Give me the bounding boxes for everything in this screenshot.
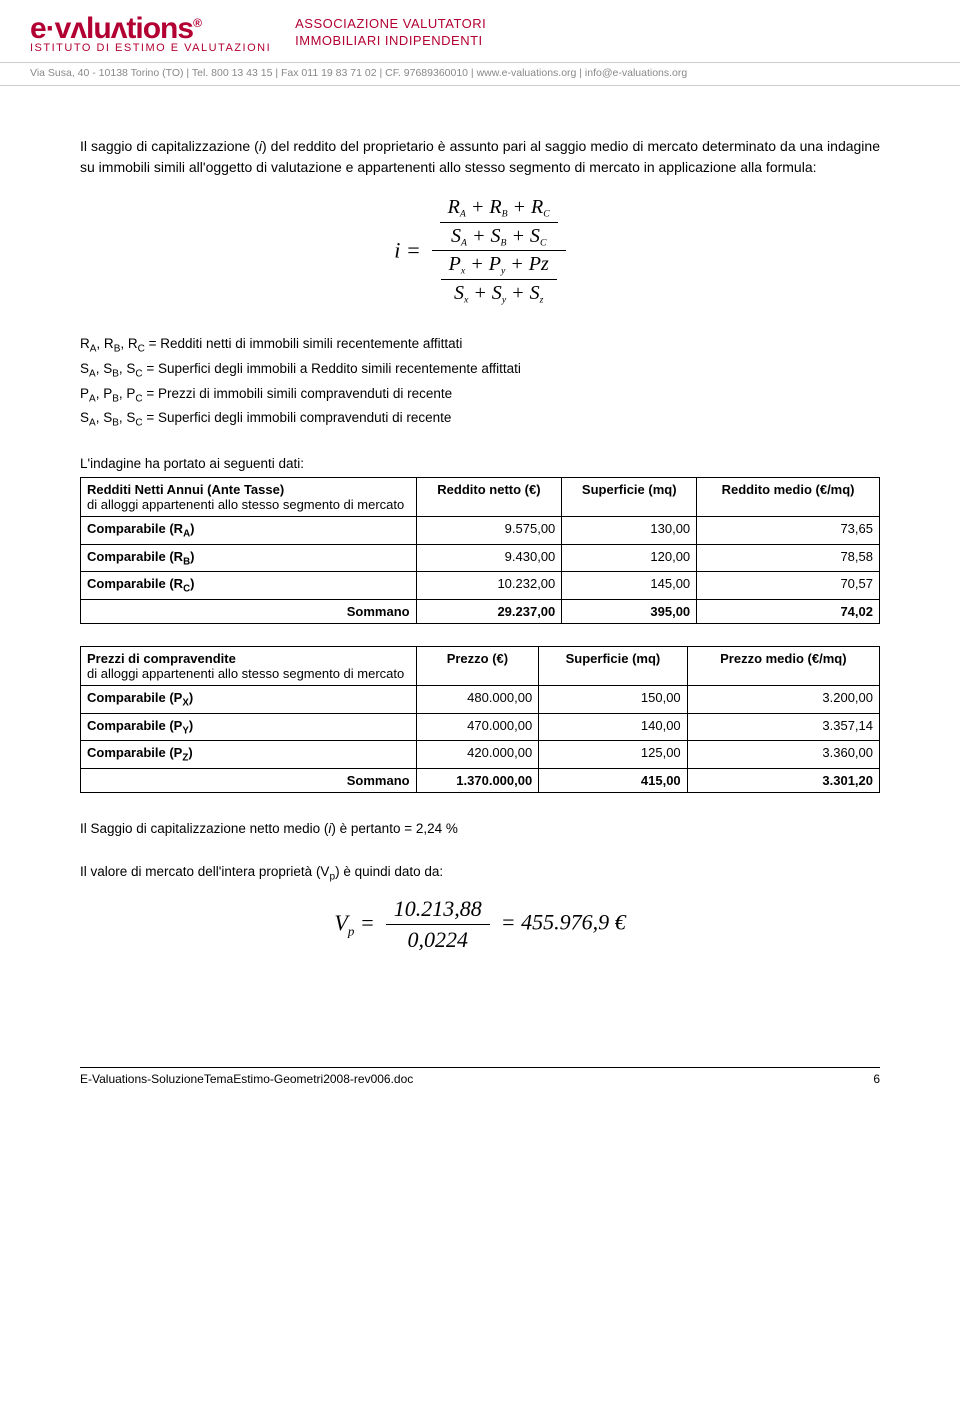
def-row: PA, PB, PC = Prezzi di immobili simili c… [80,383,880,408]
col-header: Reddito netto (€) [416,478,562,517]
assoc-line1: ASSOCIAZIONE VALUTATORI [295,16,486,33]
cell-value: 3.357,14 [687,713,879,741]
table-row: Prezzi di compravendite di alloggi appar… [81,646,880,685]
cell-value: 415,00 [539,768,687,792]
footer-filename: E-Valuations-SoluzioneTemaEstimo-Geometr… [80,1072,413,1086]
table-row: Comparabile (PY) 470.000,00 140,00 3.357… [81,713,880,741]
cell-value: 10.232,00 [416,572,562,600]
col-header: Reddito medio (€/mq) [697,478,880,517]
footer: E-Valuations-SoluzioneTemaEstimo-Geometr… [80,1067,880,1090]
formula-num: 10.213,88 [386,896,490,925]
cell-value: 9.575,00 [416,517,562,545]
logo: e·vʌluʌtions® ISTITUTO DI ESTIMO E VALUT… [30,12,271,54]
assoc-line2: IMMOBILIARI INDIPENDENTI [295,33,486,50]
cell-label: Comparabile (PX) [81,685,417,713]
formula-result: = 455.976,9 € [495,910,625,935]
page: e·vʌluʌtions® ISTITUTO DI ESTIMO E VALUT… [0,0,960,1090]
cell-label: Comparabile (PZ) [81,741,417,769]
table-row: Sommano 29.237,00 395,00 74,02 [81,599,880,623]
header: e·vʌluʌtions® ISTITUTO DI ESTIMO E VALUT… [0,0,960,62]
cell-value: 78,58 [697,544,880,572]
cell-value: 420.000,00 [416,741,539,769]
cell-label: Comparabile (PY) [81,713,417,741]
col-header: Superficie (mq) [539,646,687,685]
cell-value: 73,65 [697,517,880,545]
def-row: SA, SB, SC = Superfici degli immobili a … [80,358,880,383]
def-row: SA, SB, SC = Superfici degli immobili co… [80,407,880,432]
cell-value: 70,57 [697,572,880,600]
table-row: Sommano 1.370.000,00 415,00 3.301,20 [81,768,880,792]
col-header: Prezzi di compravendite di alloggi appar… [81,646,417,685]
cell-label: Comparabile (RB) [81,544,417,572]
cell-value: 3.301,20 [687,768,879,792]
col-header: Prezzo (€) [416,646,539,685]
formula-den: 0,0224 [386,925,490,953]
content: Il saggio di capitalizzazione (i) del re… [0,86,960,1007]
table-row: Comparabile (RB) 9.430,00 120,00 78,58 [81,544,880,572]
col-header: Redditi Netti Annui (Ante Tasse) di allo… [81,478,417,517]
sum-label: Sommano [81,768,417,792]
cell-value: 480.000,00 [416,685,539,713]
table-prezzi: Prezzi di compravendite di alloggi appar… [80,646,880,793]
cell-value: 470.000,00 [416,713,539,741]
table-row: Comparabile (PZ) 420.000,00 125,00 3.360… [81,741,880,769]
cell-label: Comparabile (RC) [81,572,417,600]
result-market-value-intro: Il valore di mercato dell'intera proprie… [80,864,880,883]
formula-lhs: Vp = [334,910,380,935]
result-cap-rate: Il Saggio di capitalizzazione netto medi… [80,821,880,836]
cell-value: 1.370.000,00 [416,768,539,792]
col-header: Prezzo medio (€/mq) [687,646,879,685]
cell-value: 130,00 [562,517,697,545]
formula-market-value: Vp = 10.213,88 0,0224 = 455.976,9 € [80,896,880,953]
cell-value: 125,00 [539,741,687,769]
logo-block: e·vʌluʌtions® ISTITUTO DI ESTIMO E VALUT… [30,12,271,54]
cell-value: 145,00 [562,572,697,600]
table-row: Redditi Netti Annui (Ante Tasse) di allo… [81,478,880,517]
cell-value: 140,00 [539,713,687,741]
definitions: RA, RB, RC = Redditi netti di immobili s… [80,333,880,432]
cell-value: 3.360,00 [687,741,879,769]
table-row: Comparabile (RA) 9.575,00 130,00 73,65 [81,517,880,545]
table-row: Comparabile (PX) 480.000,00 150,00 3.200… [81,685,880,713]
intro-paragraph: Il saggio di capitalizzazione (i) del re… [80,136,880,178]
cell-value: 120,00 [562,544,697,572]
cell-value: 9.430,00 [416,544,562,572]
def-row: RA, RB, RC = Redditi netti di immobili s… [80,333,880,358]
table-row: Comparabile (RC) 10.232,00 145,00 70,57 [81,572,880,600]
table-intro: L'indagine ha portato ai seguenti dati: [80,456,880,471]
sum-label: Sommano [81,599,417,623]
cell-value: 29.237,00 [416,599,562,623]
table-redditi: Redditi Netti Annui (Ante Tasse) di allo… [80,477,880,624]
cell-value: 395,00 [562,599,697,623]
header-association: ASSOCIAZIONE VALUTATORI IMMOBILIARI INDI… [295,16,486,50]
footer-page-number: 6 [873,1072,880,1086]
cell-value: 74,02 [697,599,880,623]
cell-value: 3.200,00 [687,685,879,713]
col-header: Superficie (mq) [562,478,697,517]
contact-bar: Via Susa, 40 - 10138 Torino (TO) | Tel. … [0,62,960,86]
cell-label: Comparabile (RA) [81,517,417,545]
formula-cap-rate: i = RA + RB + RC SA + SB + SC Px + Py + … [80,196,880,305]
logo-text: e·vʌluʌtions® [30,12,271,46]
logo-subtitle: ISTITUTO DI ESTIMO E VALUTAZIONI [30,42,271,54]
cell-value: 150,00 [539,685,687,713]
